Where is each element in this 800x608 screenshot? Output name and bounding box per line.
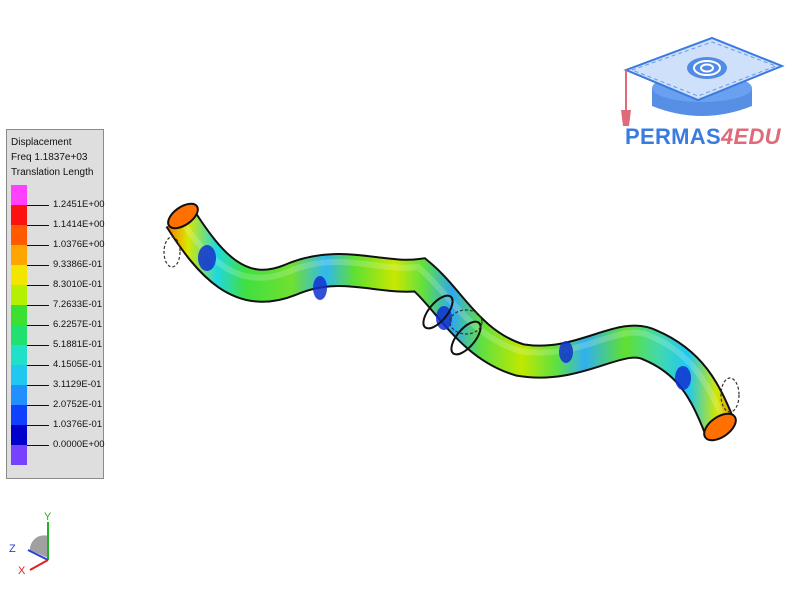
legend-swatch: [11, 405, 27, 425]
legend-tick: [27, 225, 49, 226]
mode-spot-1: [198, 245, 216, 271]
legend-tick: [27, 305, 49, 306]
legend-value-label: 9.3386E-01: [53, 259, 103, 270]
pipe-model[interactable]: [163, 199, 741, 446]
legend-value-label: 0.0000E+00: [53, 439, 105, 450]
pipe-end-right: [703, 412, 737, 442]
legend-swatch: [11, 185, 27, 205]
legend-swatch: [11, 385, 27, 405]
mode-spot-5: [675, 366, 691, 390]
legend-value-label: 4.1505E-01: [53, 359, 103, 370]
legend-tick: [27, 425, 49, 426]
legend-swatch: [11, 305, 27, 325]
legend-title: Displacement: [11, 137, 72, 148]
coupling-ring-1: [422, 294, 454, 330]
legend-value-label: 1.0376E-01: [53, 419, 103, 430]
legend-value-label: 1.0376E+00: [53, 239, 105, 250]
legend-value-label: 5.1881E-01: [53, 339, 103, 350]
legend-tick: [27, 445, 49, 446]
legend-frequency: Freq 1.1837e+03: [11, 152, 88, 163]
pipe-body: [167, 209, 734, 434]
legend-tick: [27, 325, 49, 326]
legend-tick: [27, 365, 49, 366]
legend-tick: [27, 205, 49, 206]
legend-quantity: Translation Length: [11, 167, 94, 178]
legend-tick: [27, 245, 49, 246]
legend-tick: [27, 345, 49, 346]
legend-value-label: 1.2451E+00: [53, 199, 105, 210]
legend-tick: [27, 285, 49, 286]
legend-value-label: 6.2257E-01: [53, 319, 103, 330]
legend-value-label: 2.0752E-01: [53, 399, 103, 410]
support-marker-middle: [449, 309, 483, 335]
x-axis-label: X: [18, 565, 26, 577]
support-marker-right: [720, 377, 740, 413]
axis-triad[interactable]: Y Z X: [6, 508, 66, 578]
pipe-highlight: [173, 211, 727, 422]
legend-swatch: [11, 225, 27, 245]
pipe-end-left: [167, 202, 199, 230]
legend-value-label: 1.1414E+00: [53, 219, 105, 230]
x-axis-line: [29, 559, 49, 571]
legend-swatch: [11, 325, 27, 345]
legend-value-label: 8.3010E-01: [53, 279, 103, 290]
logo-wordmark: PERMAS4EDU: [625, 124, 781, 149]
displacement-legend: Displacement Freq 1.1837e+03 Translation…: [6, 129, 105, 479]
legend-tick: [27, 385, 49, 386]
legend-tick: [27, 265, 49, 266]
permas4edu-logo: [621, 36, 785, 126]
legend-swatch: [11, 285, 27, 305]
legend-swatch: [11, 205, 27, 225]
coupling-ring-2: [450, 320, 482, 356]
legend-swatch: [11, 445, 27, 465]
mode-spot-4: [559, 341, 573, 363]
z-axis-line: [27, 549, 49, 561]
support-marker-left: [163, 236, 181, 268]
legend-swatch: [11, 425, 27, 445]
legend-value-label: 3.1129E-01: [53, 379, 102, 390]
legend-swatch: [11, 245, 27, 265]
mode-spot-2: [313, 276, 327, 300]
legend-tick: [27, 405, 49, 406]
y-axis-label: Y: [44, 511, 52, 523]
legend-value-label: 7.2633E-01: [53, 299, 103, 310]
legend-swatch: [11, 265, 27, 285]
z-axis-label: Z: [9, 543, 16, 555]
legend-swatch: [11, 345, 27, 365]
legend-swatch: [11, 365, 27, 385]
